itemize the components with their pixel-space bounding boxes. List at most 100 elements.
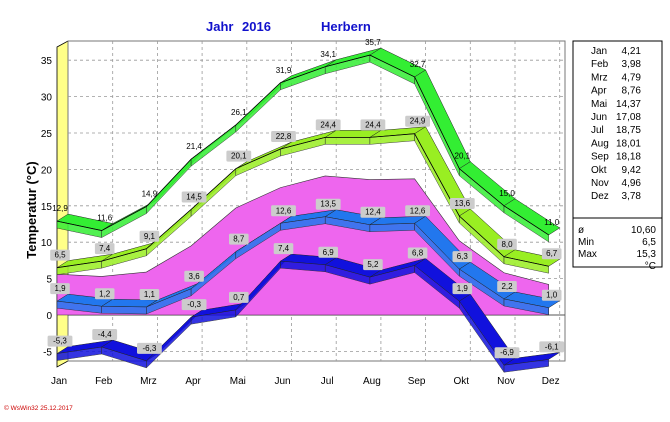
data-label-box — [92, 329, 118, 341]
data-label: 12,6 — [410, 206, 426, 215]
x-tick-labels: Jan Feb Mrz Apr Mai Jun Jul Aug Sep Okt Nov Dez — [51, 376, 560, 387]
data-label-box — [184, 270, 204, 282]
data-label-box — [360, 206, 386, 218]
legend-month-label: Jan — [591, 46, 607, 57]
y-tick-label: 35 — [41, 56, 53, 67]
legend-month-label: Apr — [591, 86, 607, 97]
data-label: 24,4 — [320, 120, 336, 129]
data-label-box — [271, 205, 296, 217]
data-label-box — [181, 191, 207, 203]
legend-month-value: 4,79 — [622, 72, 642, 83]
title-station: Herbern — [321, 19, 371, 34]
x-tick-label: Mai — [230, 376, 246, 387]
mean-ribbon-front — [101, 306, 147, 315]
legend-unit: °C — [645, 261, 656, 272]
min-ribbon-front — [503, 359, 549, 373]
data-label-box — [407, 247, 428, 259]
data-label-box — [47, 335, 73, 347]
data-label-box — [363, 259, 383, 271]
title-year-label: Jahr — [206, 19, 233, 34]
data-label-box — [229, 233, 249, 245]
legend-summary-label: Max — [578, 249, 597, 260]
data-label: 34,1 — [320, 50, 336, 59]
data-label: 6,9 — [323, 248, 335, 257]
data-label: 21,4 — [186, 142, 202, 151]
legend-month-value: 4,96 — [622, 178, 642, 189]
y-tick-label: 10 — [41, 238, 53, 249]
y-tick-label: 0 — [46, 311, 52, 322]
data-label-box — [50, 249, 70, 261]
mean-ribbon-front — [503, 298, 549, 316]
title-year: 2016 — [242, 19, 271, 34]
x-tick-label: Mrz — [140, 376, 157, 387]
data-label: 14,9 — [142, 190, 158, 199]
legend-month-value: 4,21 — [622, 46, 642, 57]
data-label: 15,0 — [499, 189, 515, 198]
data-label: 14,5 — [186, 192, 202, 201]
data-label: 0,7 — [233, 293, 245, 302]
data-label: 7,4 — [99, 244, 111, 253]
data-label: 12,4 — [365, 208, 381, 217]
data-label: 2,2 — [501, 282, 513, 291]
data-label: 26,1 — [231, 108, 247, 117]
data-label: 24,4 — [365, 120, 381, 129]
x-tick-label: Apr — [185, 376, 201, 387]
y-tick-label: 5 — [46, 275, 52, 286]
legend-month-label: Jul — [591, 125, 604, 136]
legend-month-value: 3,78 — [622, 191, 642, 202]
avg-max-ribbon-front — [324, 137, 371, 145]
data-label: 35,7 — [365, 38, 381, 47]
data-label: -6,1 — [545, 342, 559, 351]
mean-ribbon-front — [369, 223, 415, 232]
legend-month-label: Nov — [591, 178, 609, 189]
legend-month-label: Jun — [591, 112, 607, 123]
x-tick-label: Okt — [454, 376, 470, 387]
legend-summary-label: Min — [578, 237, 594, 248]
y-axis-label: Temperatur (°C) — [24, 161, 39, 258]
legend-box: Jan 4,21 Feb 3,98 Mrz 4,79 Apr 8,76 Mai 14,37 Jun 1… — [572, 40, 663, 272]
data-label: 8,0 — [501, 240, 513, 249]
data-label-box — [452, 251, 473, 263]
data-label: -0,3 — [187, 300, 201, 309]
legend-month-label: Okt — [591, 165, 607, 176]
data-label: 20,1 — [231, 152, 247, 161]
x-tick-label: Sep — [408, 376, 426, 387]
data-label-box — [539, 341, 565, 353]
data-label-box — [449, 197, 475, 209]
y-tick-label: 30 — [41, 93, 53, 104]
data-label: 8,7 — [233, 235, 245, 244]
data-label: 6,3 — [457, 252, 469, 261]
legend-month-value: 17,08 — [616, 112, 641, 123]
data-label: 6,7 — [546, 249, 558, 258]
data-label: -6,9 — [500, 348, 514, 357]
x-tick-label: Aug — [363, 376, 381, 387]
legend-month-value: 18,18 — [616, 152, 641, 163]
data-label-box — [497, 280, 517, 292]
footer-credit: © WsWin32 25.12.2017 — [4, 404, 73, 412]
x-tick-label: Jun — [274, 376, 290, 387]
data-label: 3,6 — [189, 272, 201, 281]
data-label: 6,8 — [412, 248, 424, 257]
legend-month-label: Mai — [591, 99, 607, 110]
legend-summary-label: ø — [578, 225, 584, 236]
legend-month-value: 3,98 — [622, 59, 642, 70]
data-label-box — [541, 289, 562, 301]
data-label-box — [50, 283, 70, 295]
x-tick-label: Dez — [542, 376, 560, 387]
data-label-box — [315, 119, 341, 131]
legend-month-value: 8,76 — [622, 86, 642, 97]
y-tick-label: -5 — [43, 347, 52, 358]
data-label: 12,6 — [276, 206, 292, 215]
data-label: 31,9 — [276, 66, 292, 75]
data-label-box — [360, 119, 386, 131]
data-label-box — [497, 238, 517, 250]
data-label: 11,6 — [97, 214, 113, 223]
legend-frame — [572, 40, 663, 268]
data-label: 7,4 — [278, 244, 290, 253]
data-label: 1,1 — [144, 290, 156, 299]
x-tick-label: Jul — [321, 376, 334, 387]
x-tick-label: Feb — [95, 376, 113, 387]
data-label: 1,0 — [546, 291, 558, 300]
data-label-box — [494, 347, 520, 359]
